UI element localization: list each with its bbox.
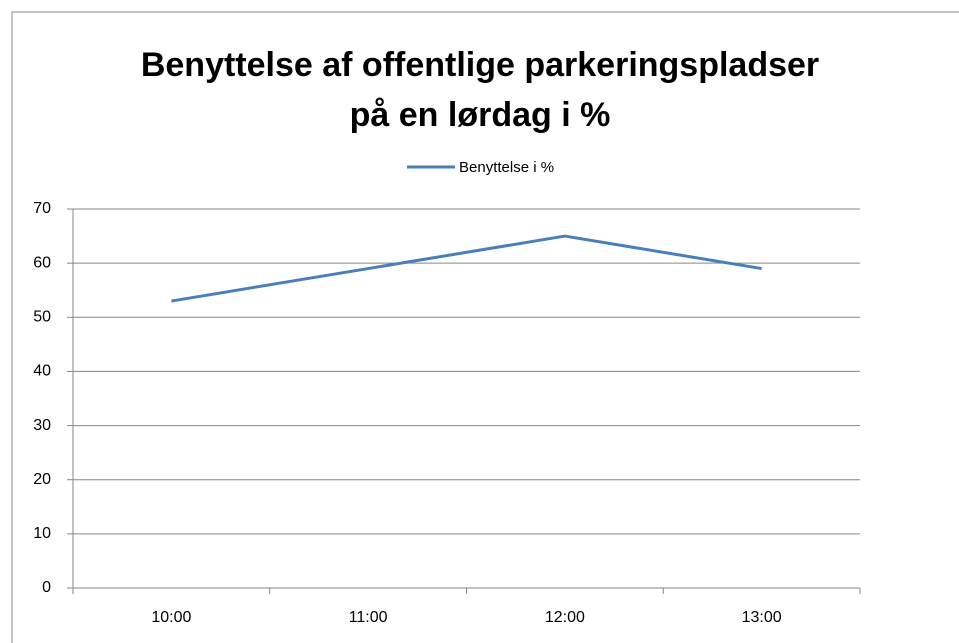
chart-border — [11, 11, 959, 643]
x-tick-label: 11:00 — [349, 609, 388, 626]
x-tick-label: 10:00 — [151, 609, 191, 626]
chart-title: Benyttelse af offentlige parkeringsplads… — [140, 46, 820, 134]
y-tick-label: 50 — [33, 309, 51, 326]
x-tick-label: 12:00 — [545, 609, 585, 626]
y-tick-label: 30 — [33, 417, 51, 434]
y-tick-label: 0 — [42, 579, 51, 596]
legend-label: Benyttelse i % — [459, 159, 554, 176]
x-tick-label: 13:00 — [742, 609, 782, 626]
y-tick-label: 10 — [33, 525, 51, 542]
y-tick-label: 70 — [33, 200, 51, 217]
y-tick-label: 40 — [33, 363, 51, 380]
y-tick-label: 20 — [33, 471, 51, 488]
data-line — [171, 234, 762, 303]
y-tick-label: 60 — [33, 254, 51, 271]
